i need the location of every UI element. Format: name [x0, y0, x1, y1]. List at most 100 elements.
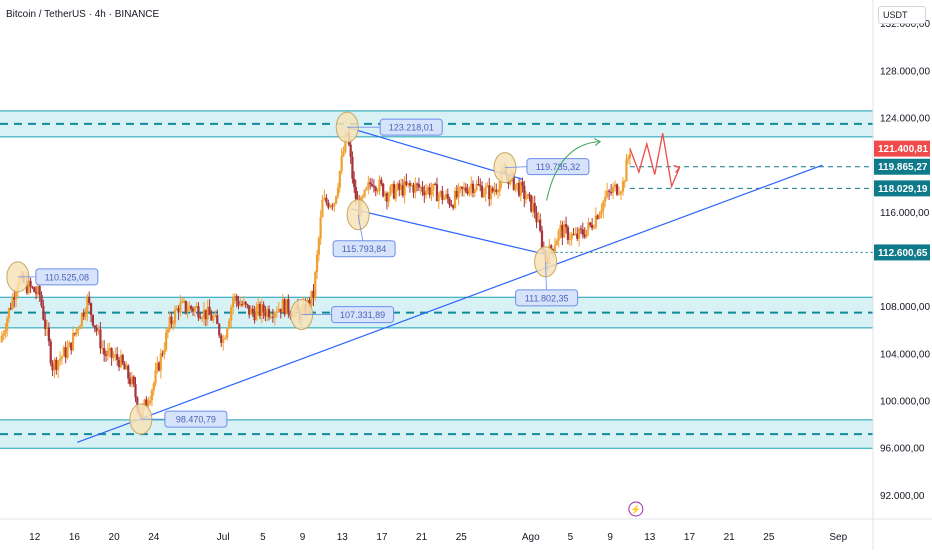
x-tick-label: 9 [607, 532, 613, 543]
candle-body [147, 403, 150, 407]
candle-body [110, 347, 113, 358]
projection-zigzag [629, 133, 681, 189]
candle-body [401, 185, 404, 196]
candle-body [333, 203, 336, 207]
candle-body [566, 227, 570, 241]
price-tag-text: 121.400,81 [878, 144, 928, 155]
candle-body [123, 363, 126, 370]
currency-selector[interactable]: USDT [878, 6, 926, 24]
candle-body [555, 240, 558, 246]
candle-body [325, 197, 328, 203]
x-tick-label: 5 [568, 532, 574, 543]
candle-body [482, 194, 485, 197]
candle-body [91, 314, 95, 326]
candle-body [66, 347, 69, 358]
candle-body [519, 181, 522, 196]
candle-body [175, 308, 178, 310]
candle-body [495, 189, 498, 192]
candle-body [60, 356, 64, 359]
candle-body [428, 187, 431, 195]
candle-body [204, 309, 207, 320]
trendline[interactable] [77, 164, 823, 443]
candle-body [168, 316, 171, 330]
candle-body [156, 362, 159, 371]
candle-body [128, 378, 132, 385]
chart-title: Bitcoin / TetherUS · 4h · BINANCE [6, 9, 160, 20]
candle-body [82, 312, 85, 317]
candle-body [75, 329, 78, 334]
candle-body [578, 228, 581, 239]
candle-body [281, 299, 284, 313]
candle-body [271, 316, 274, 318]
candle-body [592, 227, 596, 229]
candle-body [177, 308, 180, 313]
candle-body [230, 307, 233, 321]
candle-body [55, 359, 58, 370]
candle-body [269, 316, 272, 318]
candle-body [108, 347, 111, 351]
candle-body [49, 341, 52, 364]
candle-body [583, 234, 586, 237]
candle-body [405, 181, 408, 185]
candle-body [237, 300, 240, 306]
candle-body [251, 308, 254, 313]
y-tick-label: 92.000,00 [880, 491, 925, 502]
candle-body [86, 296, 89, 314]
annotation-label-box [515, 289, 579, 307]
trendline[interactable] [347, 126, 523, 180]
candle-body [452, 205, 455, 208]
candle-body [112, 356, 115, 358]
candle-body [432, 183, 435, 191]
candle-body [117, 359, 121, 368]
candle-body [161, 353, 164, 355]
candle-body [34, 291, 38, 294]
candle-body [526, 194, 529, 199]
candle-body [351, 156, 354, 179]
annotation-label-text: 98.470,79 [176, 415, 216, 425]
candle-body [208, 306, 211, 315]
candle-body [396, 183, 399, 190]
candle-body [464, 187, 467, 192]
candle-body [58, 358, 62, 361]
candle-body [79, 325, 82, 329]
candle-body [154, 370, 157, 384]
y-tick-label: 116.000,00 [880, 208, 930, 219]
candle-body [31, 286, 34, 288]
x-tick-label: 17 [684, 532, 696, 543]
candle-body [338, 171, 341, 188]
candle-body [145, 399, 148, 407]
y-tick-label: 124.000,00 [880, 113, 930, 124]
candle-body [116, 354, 119, 360]
trendline[interactable] [351, 208, 548, 256]
candle-body [598, 213, 601, 219]
annotation-label-box [164, 410, 228, 428]
candle-body [380, 179, 383, 184]
candle-body [407, 183, 410, 185]
candle-body [93, 325, 96, 328]
projection-path [546, 133, 681, 201]
candle-body [475, 184, 478, 190]
candle-body [201, 318, 204, 320]
candle-body [473, 189, 476, 193]
candle-body [361, 196, 364, 198]
candle-body [106, 350, 109, 356]
annotation-label-text: 115.793,84 [342, 244, 386, 254]
candle-body [214, 315, 217, 317]
candle-body [392, 184, 396, 199]
lightning-icon: ⚡ [630, 504, 641, 516]
candle-body [287, 299, 290, 313]
candle-body [450, 205, 453, 207]
candle-body [581, 229, 584, 235]
price-tags: 121.400,81 119.865,27 118.029,19 112.600,65 [874, 140, 930, 261]
candle-body [421, 186, 424, 192]
candle-body [435, 184, 439, 202]
x-tick-label: 21 [724, 532, 736, 543]
projection-zigzag-arrowhead [673, 164, 681, 173]
candle-body [170, 316, 173, 324]
candle-body [186, 310, 189, 312]
candle-body [258, 304, 262, 316]
candle-body [441, 191, 444, 200]
event-icon[interactable] [628, 501, 644, 517]
